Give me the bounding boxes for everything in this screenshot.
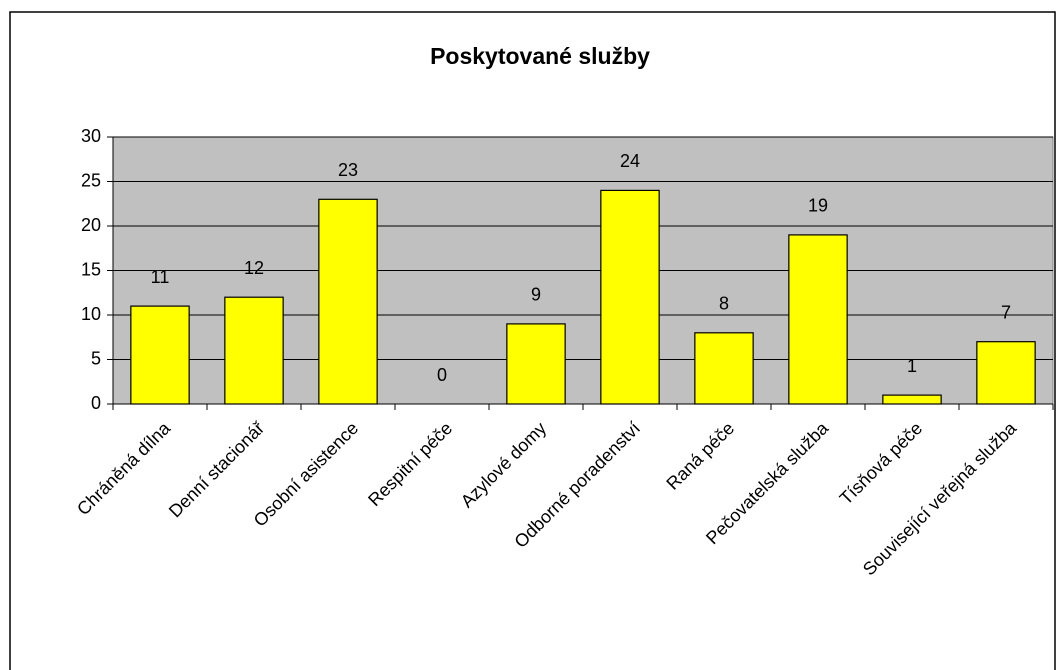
- bar: [976, 341, 1036, 405]
- data-label: 1: [907, 356, 917, 376]
- y-tick-label: 5: [91, 348, 101, 368]
- data-label: 7: [1001, 302, 1011, 322]
- data-label: 8: [719, 294, 729, 314]
- data-label: 11: [151, 267, 170, 287]
- bar: [130, 305, 190, 405]
- data-label: 19: [808, 196, 828, 216]
- bar: [788, 234, 848, 405]
- chart-title: Poskytované služby: [430, 43, 650, 69]
- data-label: 9: [531, 285, 541, 305]
- bar: [506, 323, 566, 405]
- y-tick-label: 15: [81, 259, 101, 279]
- data-label: 23: [338, 160, 358, 180]
- data-label: 24: [620, 151, 640, 171]
- y-tick-label: 20: [81, 215, 101, 235]
- bar: [882, 394, 942, 405]
- data-label: 12: [244, 258, 264, 278]
- bar: [600, 189, 660, 405]
- bar: [224, 296, 284, 405]
- bar: [318, 198, 378, 405]
- y-tick-label: 30: [81, 126, 101, 146]
- bar: [694, 332, 754, 405]
- y-tick-label: 25: [81, 170, 101, 190]
- y-tick-label: 0: [91, 393, 101, 413]
- data-label: 0: [437, 365, 447, 385]
- y-tick-label: 10: [81, 304, 101, 324]
